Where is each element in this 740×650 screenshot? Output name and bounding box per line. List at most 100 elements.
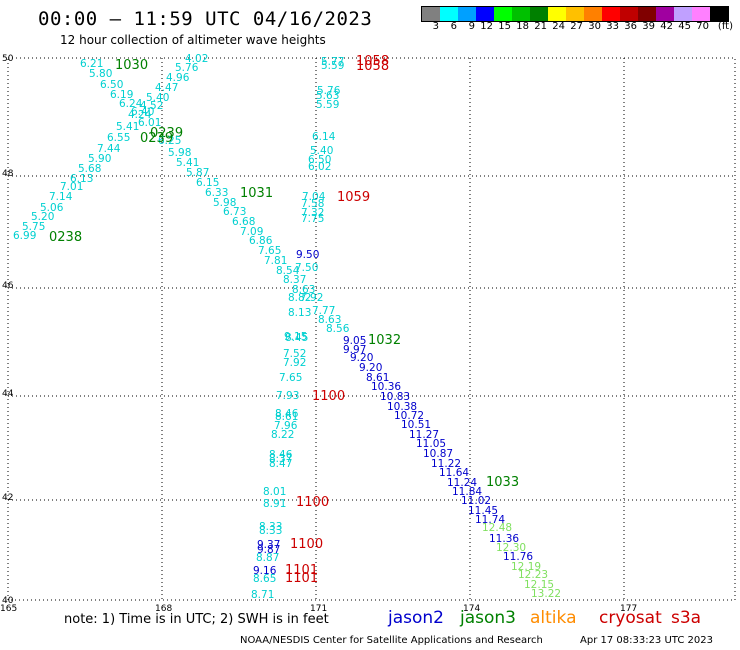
time-label-cryosat: 1058 <box>356 54 389 69</box>
swh-value-track-b: 5.80 <box>89 68 112 80</box>
time-label-jason3: 0238 <box>49 230 82 245</box>
swh-value-track-c: 7.96 <box>274 420 298 432</box>
swh-value-track-c: 5.63 <box>316 90 339 102</box>
swh-value-track-c: 8.33 <box>259 521 282 533</box>
swh-value-track-d: 9.05 <box>343 335 366 347</box>
generated-timestamp: Apr 17 08:33:23 UTC 2023 <box>580 635 713 646</box>
swh-value-track-c: 7.65 <box>279 372 302 384</box>
time-label-jason3: 1033 <box>486 475 519 490</box>
swh-value-track-c: 8.65 <box>253 573 276 585</box>
swh-value-track-c: 5.76 <box>317 85 341 97</box>
legend-swatch <box>494 7 512 21</box>
wave-height-color-legend <box>421 6 729 22</box>
swh-value-track-d: 10.38 <box>387 401 417 413</box>
lat-tick-label: 40 <box>2 596 14 606</box>
swh-value-track-c: 7.58 <box>301 198 324 210</box>
legend-label: (ft) <box>717 21 733 32</box>
swh-value-track-d: 9.16 <box>253 565 277 577</box>
swh-value-track-c: 5.59 <box>321 60 344 72</box>
swh-value-track-e: 13.22 <box>531 588 561 600</box>
swh-value-track-c: 6.50 <box>308 154 331 166</box>
legend-label: 70 <box>696 21 709 32</box>
legend-swatch <box>512 7 530 21</box>
legend-swatch <box>674 7 692 21</box>
swh-value-track-a: 6.25 <box>158 135 181 147</box>
page-subtitle: 12 hour collection of altimeter wave hei… <box>60 33 326 47</box>
swh-value-track-a: 6.68 <box>232 216 255 228</box>
swh-value-track-a: 4.96 <box>166 72 190 84</box>
swh-value-track-b: 6.40 <box>131 106 154 118</box>
lat-tick-label: 44 <box>2 389 14 399</box>
swh-value-track-d: 9.50 <box>296 249 319 261</box>
legend-altika: altika <box>530 608 577 628</box>
swh-value-track-c: 6.02 <box>308 161 331 173</box>
swh-value-track-a: 5.87 <box>186 167 209 179</box>
swh-value-track-d: 11.45 <box>468 505 498 517</box>
swh-value-track-b: 7.44 <box>97 143 121 155</box>
legend-swatch <box>620 7 638 21</box>
time-label-cryosat: 1058 <box>356 59 389 74</box>
swh-value-track-b: 6.99 <box>13 230 36 242</box>
footnote: note: 1) Time is in UTC; 2) SWH is in fe… <box>64 612 329 627</box>
swh-value-track-d: 11.02 <box>461 495 491 507</box>
swh-value-track-d: 10.83 <box>380 391 410 403</box>
time-label-cryosat: 1059 <box>337 190 370 205</box>
swh-value-track-e: 12.48 <box>482 522 512 534</box>
legend-swatch <box>692 7 710 21</box>
legend-label: 6 <box>450 21 457 32</box>
legend-label: 39 <box>642 21 655 32</box>
swh-value-track-b: 5.41 <box>116 121 139 133</box>
swh-value-track-d: 9.97 <box>343 344 366 356</box>
swh-value-track-a: 8.37 <box>283 274 306 286</box>
swh-value-track-d: 10.51 <box>401 419 431 431</box>
swh-value-track-a: 4.24 <box>128 109 152 121</box>
swh-value-track-d: 9.87 <box>257 544 280 556</box>
legend-label: 42 <box>660 21 673 32</box>
swh-value-track-a: 6.86 <box>249 235 273 247</box>
time-label-jason3: 1030 <box>115 58 148 73</box>
swh-value-track-c: 7.92 <box>283 357 306 369</box>
swh-value-track-a: 8.54 <box>276 265 300 277</box>
time-label-jason3: 1032 <box>368 333 401 348</box>
legend-label: 27 <box>570 21 583 32</box>
swh-value-track-c: 8.91 <box>263 498 286 510</box>
swh-value-track-a: 0239 <box>150 126 183 141</box>
swh-value-track-c: 8.61 <box>275 411 298 423</box>
swh-value-track-a: 4.47 <box>155 82 178 94</box>
legend-swatch <box>458 7 476 21</box>
swh-value-track-a: 4.52 <box>140 100 163 112</box>
legend-swatch <box>548 7 566 21</box>
swh-value-track-a: 7.09 <box>240 226 263 238</box>
time-label-jason3: 0239 <box>140 131 173 146</box>
swh-value-track-a: 7.77 <box>312 305 335 317</box>
swh-value-track-b: 5.06 <box>40 202 64 214</box>
lat-tick-label: 50 <box>2 54 14 64</box>
swh-value-track-d: 9.37 <box>257 539 280 551</box>
swh-value-track-b: 6.50 <box>100 79 123 91</box>
swh-value-track-d: 10.36 <box>371 381 401 393</box>
swh-value-track-d: 11.05 <box>416 438 446 450</box>
time-label-cryosat: 1100 <box>296 495 329 510</box>
swh-value-track-e: 12.23 <box>518 569 548 581</box>
swh-value-track-c: 8.45 <box>285 332 308 344</box>
swh-value-track-c: 8.37 <box>269 453 292 465</box>
swh-value-track-b: 7.14 <box>49 191 73 203</box>
swh-value-track-a: 5.40 <box>146 92 169 104</box>
legend-label: 3 <box>432 21 439 32</box>
swh-value-track-d: 9.20 <box>350 352 373 364</box>
legend-swatch <box>422 7 440 21</box>
swh-value-track-a: 5.98 <box>168 147 191 159</box>
swh-value-track-b: 5.20 <box>31 211 54 223</box>
swh-value-track-d: 11.27 <box>409 429 439 441</box>
legend-label: 12 <box>480 21 493 32</box>
legend-label: 24 <box>552 21 565 32</box>
time-label-cryosat: 1101 <box>285 563 318 578</box>
lon-tick-label: 177 <box>620 604 637 614</box>
swh-value-track-a: 6.73 <box>223 206 246 218</box>
swh-value-track-a: 8.63 <box>292 284 315 296</box>
legend-label: 45 <box>678 21 691 32</box>
legend-swatch <box>566 7 584 21</box>
swh-value-track-b: 6.13 <box>70 173 93 185</box>
swh-value-track-c: 7.04 <box>302 191 326 203</box>
